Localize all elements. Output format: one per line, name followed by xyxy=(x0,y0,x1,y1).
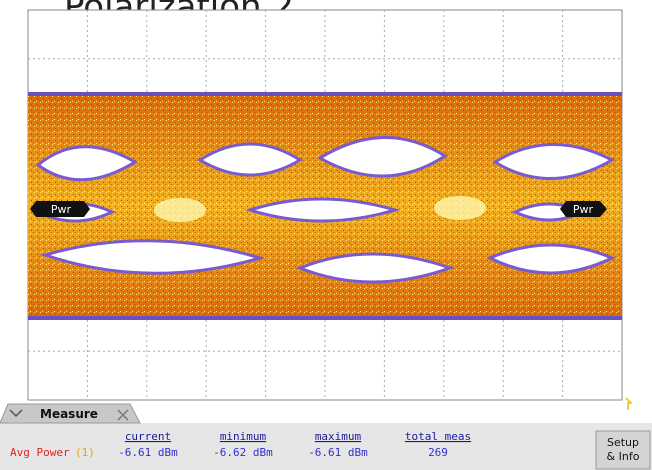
trigger-marker xyxy=(626,398,631,410)
column-value: -6.61 dBm xyxy=(308,446,368,459)
button-label: Setup xyxy=(607,436,639,449)
scope-display: Polarization 2 Pwr Pwr Meas xyxy=(0,0,652,470)
eye-diagram xyxy=(28,92,622,320)
scope-screen: Polarization 2 Pwr Pwr Meas xyxy=(0,0,652,470)
marker-label: Pwr xyxy=(51,203,72,216)
source-label: (1) xyxy=(75,446,95,459)
row-label: Avg Power xyxy=(10,446,70,459)
marker-left: Pwr xyxy=(30,201,90,217)
column-value: -6.61 dBm xyxy=(118,446,178,459)
column-header: current xyxy=(125,430,171,443)
marker-label: Pwr xyxy=(573,203,594,216)
column-value: -6.62 dBm xyxy=(213,446,273,459)
button-label: & Info xyxy=(607,450,640,463)
column-header: total meas xyxy=(405,430,471,443)
column-header: minimum xyxy=(220,430,267,443)
tab-label: Measure xyxy=(40,407,98,421)
column-header: maximum xyxy=(315,430,362,443)
marker-right: Pwr xyxy=(560,201,607,217)
column-value: 269 xyxy=(428,446,448,459)
